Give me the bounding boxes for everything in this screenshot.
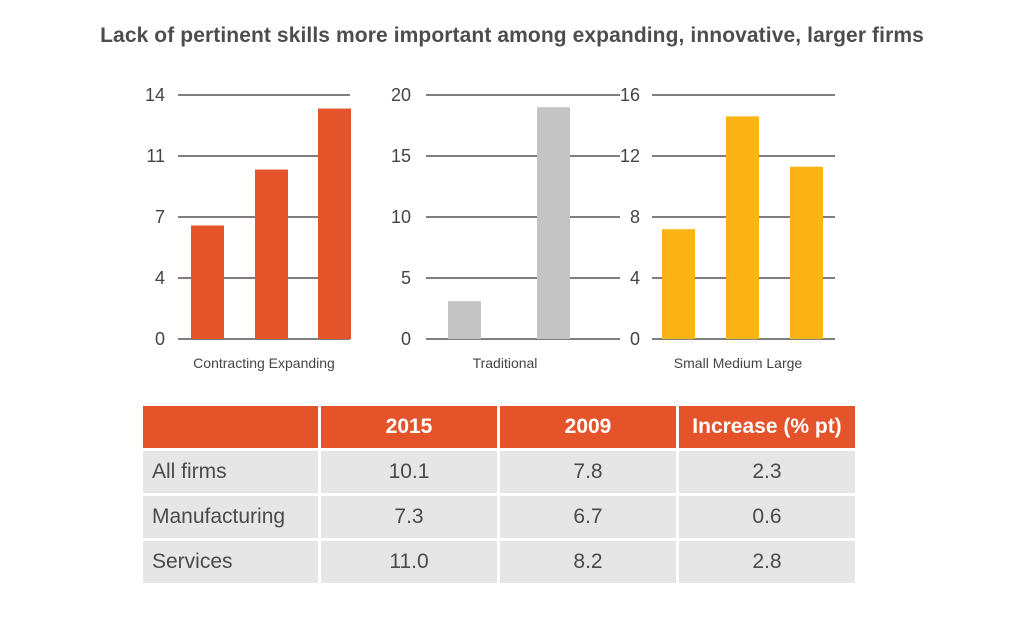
bar bbox=[255, 169, 288, 339]
y-tick-label: 0 bbox=[155, 329, 165, 349]
y-tick-label: 20 bbox=[391, 85, 411, 105]
y-tick-label: 10 bbox=[391, 207, 411, 227]
y-tick-label: 16 bbox=[620, 85, 640, 105]
row-label: Services bbox=[143, 541, 318, 583]
bar bbox=[790, 166, 823, 339]
table-cell: 7.8 bbox=[500, 451, 676, 493]
y-tick-label: 12 bbox=[620, 146, 640, 166]
table-cell: 7.3 bbox=[321, 496, 497, 538]
bar bbox=[662, 229, 695, 339]
bar bbox=[726, 116, 759, 339]
table-cell: 8.2 bbox=[500, 541, 676, 583]
x-axis-caption: Small Medium Large bbox=[674, 355, 803, 371]
y-tick-label: 8 bbox=[630, 207, 640, 227]
y-tick-label: 15 bbox=[391, 146, 411, 166]
y-tick-label: 11 bbox=[146, 146, 165, 166]
bar bbox=[448, 301, 481, 339]
y-tick-label: 4 bbox=[630, 268, 640, 288]
bar bbox=[318, 108, 351, 339]
table-row: Services 11.0 8.2 2.8 bbox=[143, 541, 855, 583]
chart-panel: 0 5 10 15 20 Traditional bbox=[391, 85, 620, 371]
y-tick-label: 0 bbox=[401, 329, 411, 349]
table-header-cell bbox=[143, 406, 318, 448]
table-header-cell: 2009 bbox=[500, 406, 676, 448]
table-cell: 0.6 bbox=[679, 496, 855, 538]
chart-panel: 0 4 8 12 16 Small Medium Large bbox=[620, 85, 835, 371]
table-cell: 11.0 bbox=[321, 541, 497, 583]
table-cell: 2.8 bbox=[679, 541, 855, 583]
row-label: All firms bbox=[143, 451, 318, 493]
y-tick-label: 7 bbox=[155, 207, 165, 227]
table-header-cell: 2015 bbox=[321, 406, 497, 448]
y-tick-label: 4 bbox=[155, 268, 165, 288]
row-label: Manufacturing bbox=[143, 496, 318, 538]
y-tick-label: 0 bbox=[630, 329, 640, 349]
bar bbox=[191, 225, 224, 339]
x-axis-caption: Contracting Expanding bbox=[193, 355, 335, 371]
table-cell: 2.3 bbox=[679, 451, 855, 493]
table-cell: 6.7 bbox=[500, 496, 676, 538]
chart-panel: 0 4 7 11 14 Contracting Expanding bbox=[145, 85, 351, 371]
bar bbox=[537, 107, 570, 339]
x-axis-caption: Traditional bbox=[473, 355, 538, 371]
chart-title: Lack of pertinent skills more important … bbox=[100, 24, 924, 47]
y-tick-label: 14 bbox=[145, 85, 165, 105]
table-row: Manufacturing 7.3 6.7 0.6 bbox=[143, 496, 855, 538]
table-header-cell: Increase (% pt) bbox=[679, 406, 855, 448]
y-tick-label: 5 bbox=[401, 268, 411, 288]
bar-charts: 0 4 7 11 14 Contracting Expanding 0 5 10 15 20 Trad… bbox=[145, 85, 835, 371]
data-table: 2015 2009 Increase (% pt) All firms 10.1… bbox=[140, 403, 858, 586]
table-header-row: 2015 2009 Increase (% pt) bbox=[143, 406, 855, 448]
table-row: All firms 10.1 7.8 2.3 bbox=[143, 451, 855, 493]
table-cell: 10.1 bbox=[321, 451, 497, 493]
